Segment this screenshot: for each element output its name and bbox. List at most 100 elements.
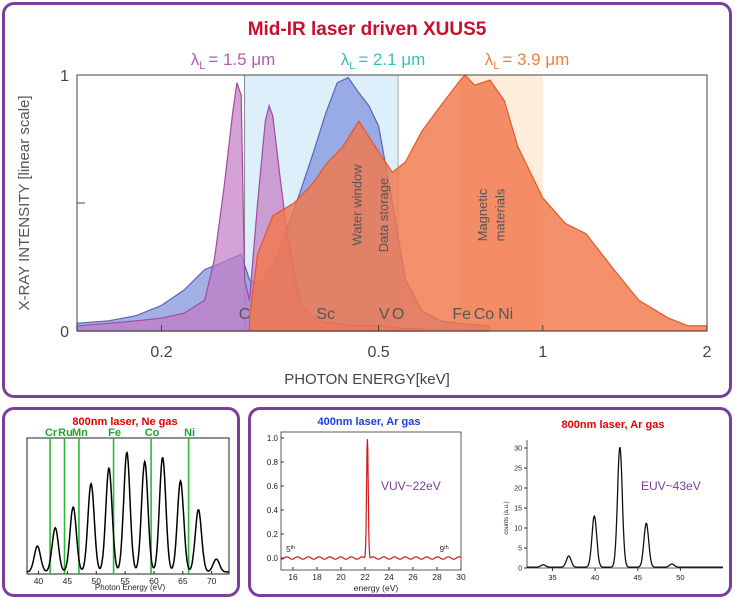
main-x-axis-label: PHOTON ENERGY[keV] (284, 371, 450, 388)
lambda-symbol: λ (485, 50, 494, 69)
vuv-x-tick-label: 20 (336, 572, 346, 582)
vuv-y-tick-label: 0.2 (267, 530, 279, 539)
lambda-symbol: λ (341, 50, 350, 69)
vuv-x-axis-label: energy (eV) (354, 583, 399, 593)
harmonic-label-9: 9th (440, 545, 449, 554)
euv-chart-title: 800nm laser, Ar gas (562, 419, 665, 431)
element-label-v: V (379, 306, 390, 323)
vuv-x-tick-label: 22 (360, 572, 370, 582)
vuv-y-tick-label: 0.0 (267, 554, 279, 563)
harmonic-suffix: th (444, 545, 449, 551)
ne-x-tick-label: 45 (63, 576, 73, 586)
ar-gas-charts-svg: 400nm laser, Ar gas 16 18 20 22 24 26 28 30 0.0 0… (267, 416, 723, 593)
lambda-value: = 2.1 μm (358, 50, 425, 69)
lambda-label-3: λL = 3.9 μm (485, 50, 570, 72)
euv-x-tick-label: 40 (591, 573, 599, 582)
main-chart-panel: Mid-IR laser driven XUUS5 λL = 1.5 μm λL = … (2, 2, 732, 398)
vuv-annotation: VUV~22eV (381, 479, 441, 493)
euv-y-tick-label: 25 (514, 466, 522, 473)
vuv-chart-title: 400nm laser, Ar gas (318, 416, 421, 428)
ne-x-tick-label: 65 (178, 576, 188, 586)
x-tick-label: 1 (538, 344, 547, 361)
euv-y-tick-label: 20 (514, 486, 522, 493)
vuv-x-tick-label: 30 (456, 572, 466, 582)
lambda-subscript: L (199, 60, 205, 72)
x-tick-label: 2 (703, 344, 712, 361)
lambda-subscript: L (493, 60, 499, 72)
euv-x-tick-label: 50 (676, 573, 684, 582)
ne-gas-panel: 800nm laser, Ne gas Cr Ru Mn Fe Co Ni 40 45 50 55… (2, 407, 240, 597)
element-line-label-ru: Ru (58, 427, 73, 439)
vuv-x-tick-label: 26 (408, 572, 418, 582)
lambda-value: = 1.5 μm (208, 50, 275, 69)
euv-y-tick-label: 10 (514, 526, 522, 533)
water-window-label: Water window (349, 164, 364, 246)
euv-x-tick-label: 35 (548, 573, 556, 582)
main-axes: 0.2 0.5 1 2 0 1 (60, 68, 711, 361)
element-line-label-mn: Mn (72, 427, 88, 439)
element-label-c: C (239, 306, 251, 323)
vuv-x-tick-label: 28 (432, 572, 442, 582)
ne-gas-chart-svg: 800nm laser, Ne gas Cr Ru Mn Fe Co Ni 40 45 50 55… (26, 416, 230, 592)
ne-x-tick-label: 60 (149, 576, 159, 586)
ne-x-tick-label: 50 (92, 576, 102, 586)
vuv-y-tick-label: 0.4 (267, 506, 279, 515)
ne-gas-title: 800nm laser, Ne gas (72, 416, 177, 428)
ne-gas-plot: Cr Ru Mn Fe Co Ni 40 45 50 55 60 65 70 (26, 427, 230, 586)
ne-spectrum-line (26, 450, 229, 573)
vuv-y-tick-label: 1.0 (267, 434, 279, 443)
magnetic-materials-label-line2: materials (492, 188, 507, 241)
y-tick-label: 0 (60, 324, 69, 341)
euv-y-tick-label: 5 (518, 546, 522, 553)
vuv-x-tick-label: 24 (384, 572, 394, 582)
vuv-x-tick-label: 18 (312, 572, 322, 582)
element-label-sc: Sc (316, 306, 335, 323)
ne-x-tick-label: 70 (207, 576, 217, 586)
main-title: Mid-IR laser driven XUUS5 (248, 19, 487, 40)
ar-gas-panel: 400nm laser, Ar gas 16 18 20 22 24 26 28 30 0.0 0… (248, 407, 732, 597)
vuv-x-tick-label: 16 (288, 572, 298, 582)
euv-plot: 35 40 45 50 0 5 10 15 20 25 30 (514, 440, 723, 582)
harmonic-label-5: 5th (286, 545, 295, 554)
harmonic-suffix: th (291, 545, 296, 551)
euv-y-tick-label: 15 (514, 506, 522, 513)
euv-annotation: EUV~43eV (641, 479, 701, 493)
x-tick-label: 0.2 (150, 344, 172, 361)
data-storage-label: Data storage (376, 178, 391, 252)
element-line-label-co: Co (145, 427, 160, 439)
region-labels: Water window Data storage Magnetic material… (349, 164, 507, 252)
element-line-label-ni: Ni (184, 427, 195, 439)
euv-y-tick-label: 0 (518, 566, 522, 573)
y-tick-label: 1 (60, 68, 69, 85)
element-line-label-fe: Fe (108, 427, 121, 439)
euv-y-axis-label: counts (a.u.) (504, 501, 510, 534)
magnetic-materials-label-line1: Magnetic (475, 188, 490, 241)
vuv-spectrum-line (281, 439, 462, 560)
harmonic-order: 5 (286, 545, 291, 554)
lambda-symbol: λ (191, 50, 200, 69)
vuv-plot-frame (280, 431, 462, 571)
element-label-o: O (392, 306, 404, 323)
vuv-y-tick-label: 0.8 (267, 458, 279, 467)
euv-spectrum-line (527, 447, 723, 568)
element-label-co: Co (474, 306, 495, 323)
ne-x-tick-label: 40 (34, 576, 44, 586)
lambda-subscript: L (349, 60, 355, 72)
element-label-ni: Ni (498, 306, 513, 323)
harmonic-order: 9 (440, 545, 445, 554)
element-line-label-cr: Cr (45, 427, 58, 439)
ne-gas-x-axis-label: Photon Energy (eV) (95, 583, 166, 592)
ne-x-tick-label: 55 (120, 576, 130, 586)
spectrum-area-lam39 (248, 74, 708, 332)
euv-x-tick-label: 45 (634, 573, 642, 582)
euv-y-tick-label: 30 (514, 446, 522, 453)
lambda-labels: λL = 1.5 μm λL = 2.1 μm λL = 3.9 μm (191, 50, 570, 72)
element-label-fe: Fe (452, 306, 471, 323)
spectrum-series (76, 74, 708, 332)
lambda-label-2: λL = 2.1 μm (341, 50, 426, 72)
lambda-label-1: λL = 1.5 μm (191, 50, 276, 72)
main-chart-svg: Mid-IR laser driven XUUS5 λL = 1.5 μm λL = … (16, 19, 712, 388)
element-labels: C Sc V O Fe Co Ni (239, 306, 513, 323)
vuv-y-tick-label: 0.6 (267, 482, 279, 491)
